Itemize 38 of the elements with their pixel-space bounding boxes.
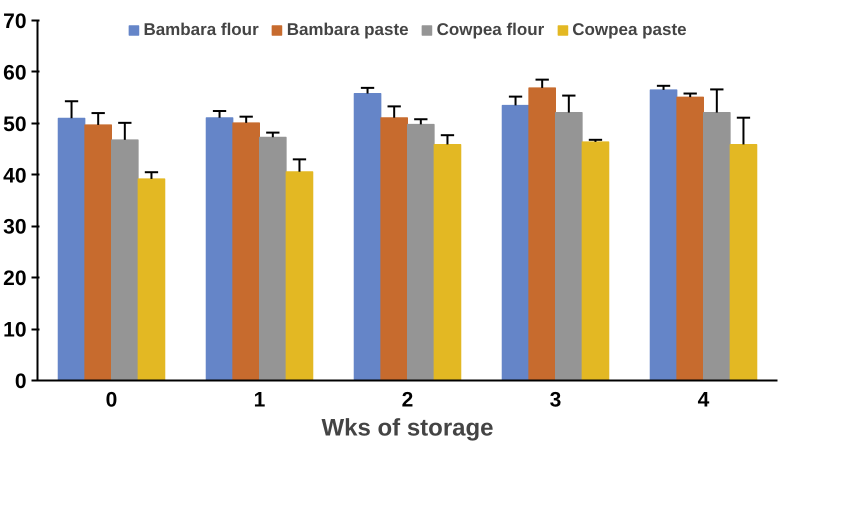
bar xyxy=(58,118,86,380)
y-tick-label: 20 xyxy=(3,267,26,290)
bar xyxy=(582,141,610,380)
x-tick-label: 1 xyxy=(254,388,266,412)
bar xyxy=(555,112,583,380)
bar xyxy=(138,178,166,380)
bar xyxy=(407,124,435,380)
x-tick-label: 4 xyxy=(698,388,710,412)
x-tick-label: 2 xyxy=(402,388,414,412)
bar xyxy=(111,139,139,380)
bar xyxy=(259,136,287,380)
legend-label: Bambara paste xyxy=(286,20,409,40)
bar xyxy=(206,117,234,380)
legend-label: Cowpea paste xyxy=(572,20,687,40)
x-tick-label: 3 xyxy=(550,388,562,412)
y-tick-label: 0 xyxy=(14,370,27,393)
bar xyxy=(676,96,704,380)
bar xyxy=(84,124,112,380)
bar xyxy=(434,144,462,380)
bar xyxy=(703,112,731,380)
bar xyxy=(232,122,260,380)
bar xyxy=(286,171,314,380)
legend-label: Cowpea flour xyxy=(436,20,544,40)
legend-label: Bambara flour xyxy=(143,20,259,40)
y-tick-label: 30 xyxy=(3,216,26,239)
y-tick-label: 70 xyxy=(3,10,26,33)
bar xyxy=(502,104,530,380)
y-tick-label: 60 xyxy=(3,61,26,84)
bar xyxy=(650,89,678,380)
bar xyxy=(730,144,758,380)
bar xyxy=(354,93,382,380)
bar xyxy=(380,117,408,380)
y-tick-label: 40 xyxy=(3,164,26,188)
x-tick-label: 0 xyxy=(106,388,118,412)
bar xyxy=(528,87,556,380)
y-tick-label: 10 xyxy=(3,318,26,342)
y-tick-label: 50 xyxy=(3,112,26,136)
x-axis-title: Wks of storage xyxy=(321,414,494,442)
